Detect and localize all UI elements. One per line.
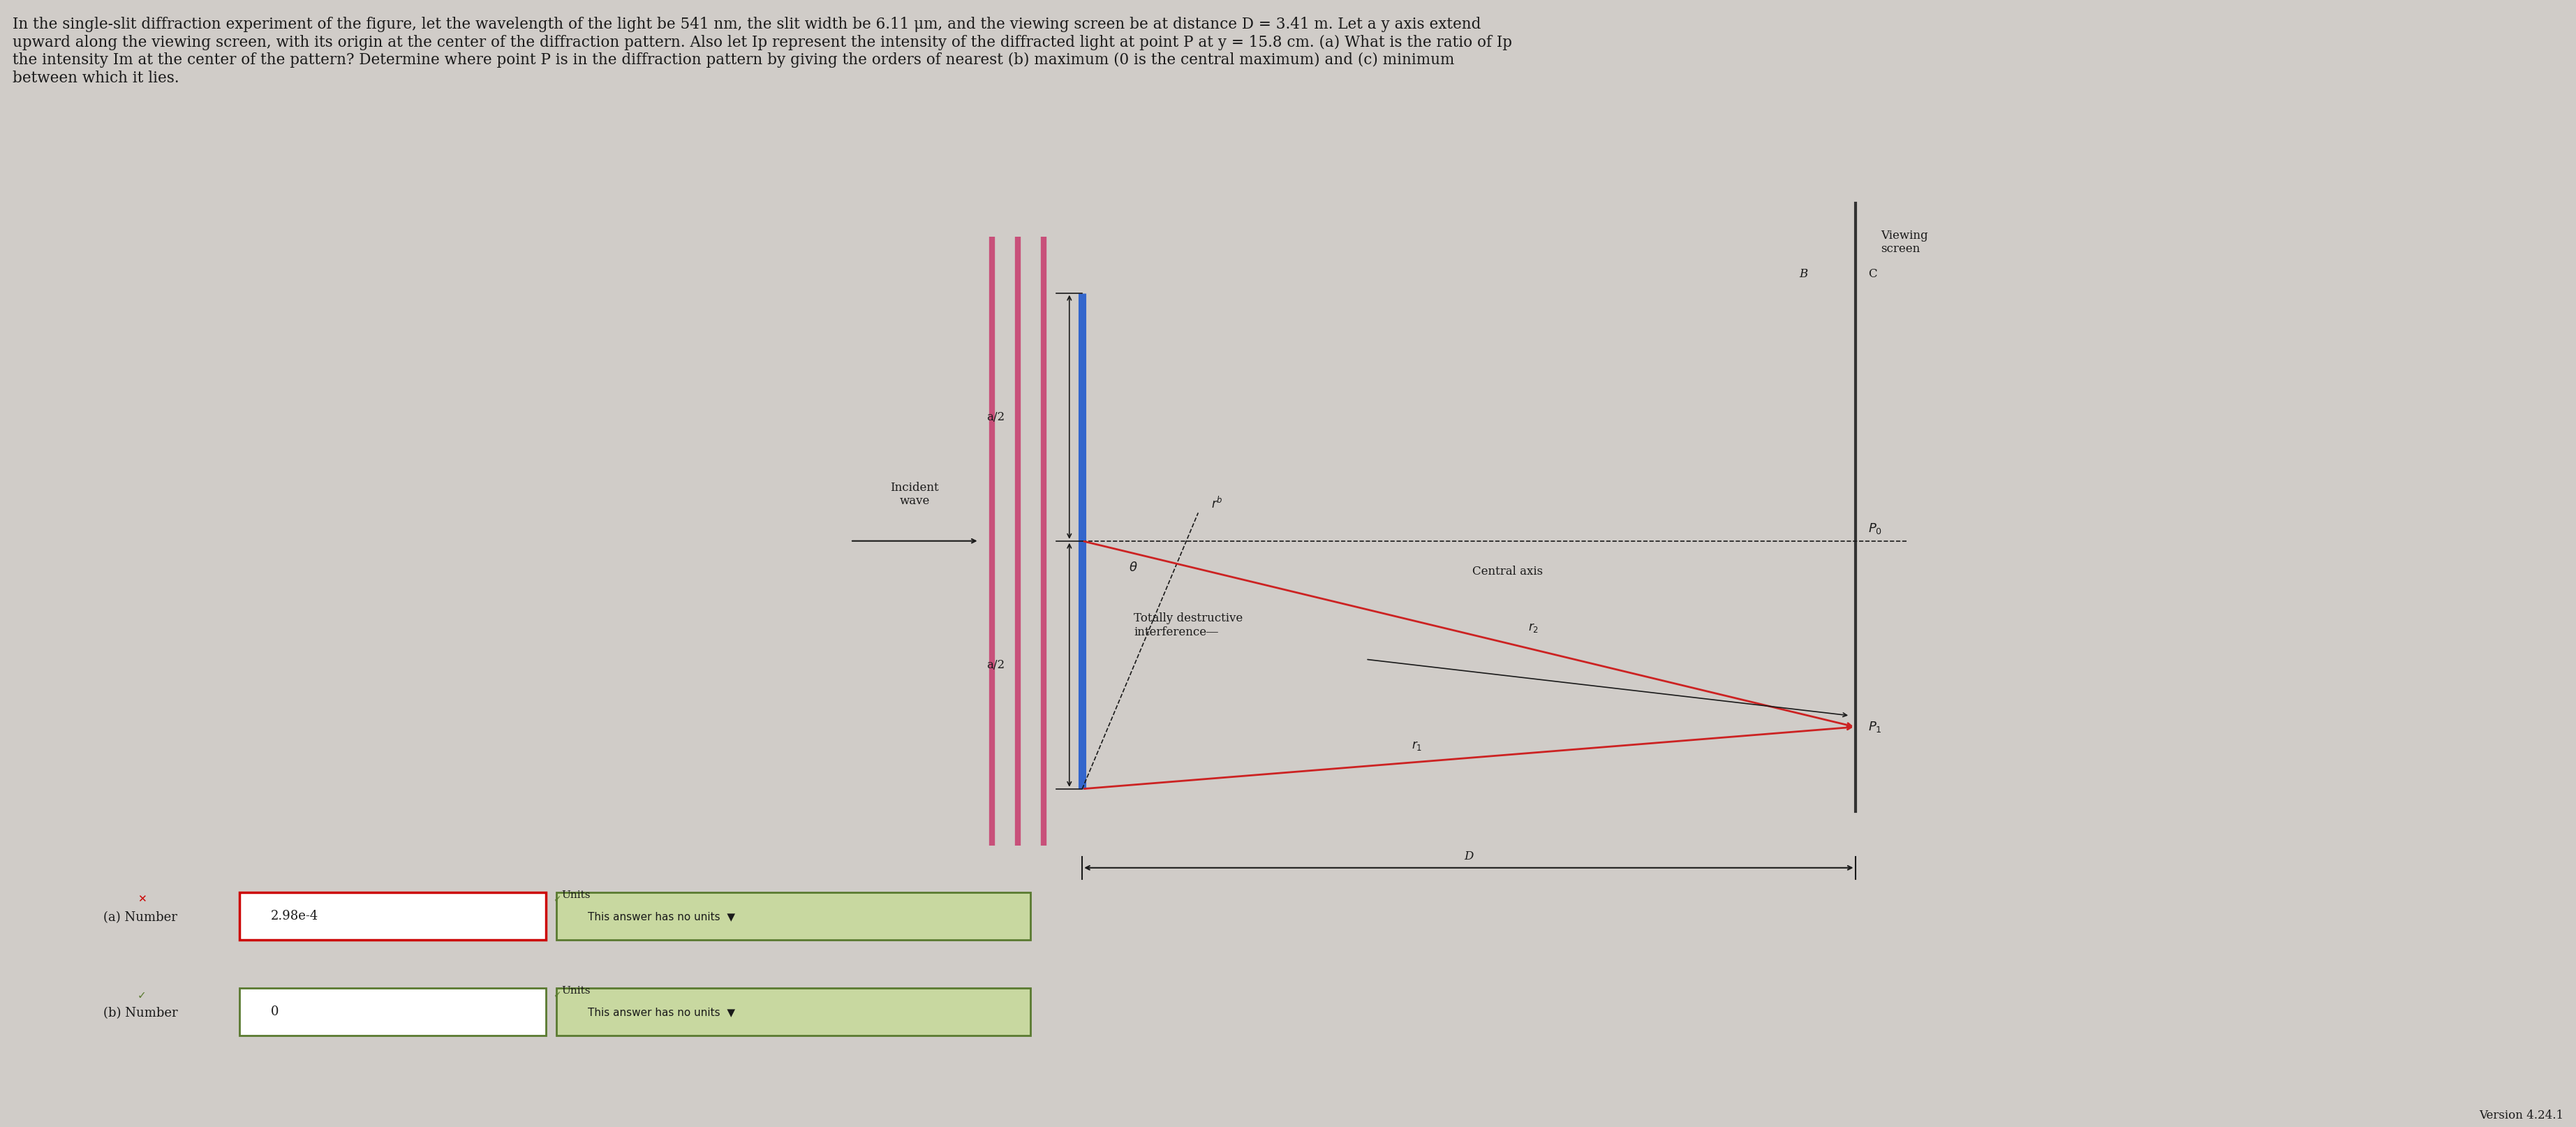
FancyBboxPatch shape — [556, 893, 1030, 940]
Text: Units: Units — [562, 986, 590, 996]
Text: In the single-slit diffraction experiment of the figure, let the wavelength of t: In the single-slit diffraction experimen… — [13, 17, 1512, 86]
Text: $r_2$: $r_2$ — [1528, 621, 1538, 633]
Text: ✓: ✓ — [554, 991, 562, 1000]
Text: Central axis: Central axis — [1471, 566, 1543, 578]
Text: This answer has no units  ▼: This answer has no units ▼ — [587, 1006, 734, 1018]
Text: $\theta$: $\theta$ — [1128, 561, 1136, 574]
Text: $r^b$: $r^b$ — [1211, 496, 1224, 512]
Text: C: C — [1868, 268, 1875, 281]
Text: B: B — [1798, 268, 1808, 281]
Text: Incident
wave: Incident wave — [891, 481, 938, 507]
Text: ✓: ✓ — [137, 990, 147, 1001]
Text: a/2: a/2 — [987, 411, 1005, 423]
Text: $P_1$: $P_1$ — [1868, 720, 1880, 734]
Text: (b) Number: (b) Number — [103, 1006, 178, 1020]
Text: $r_1$: $r_1$ — [1412, 739, 1422, 753]
Text: Viewing
screen: Viewing screen — [1880, 230, 1927, 255]
Text: Version 4.24.1: Version 4.24.1 — [2478, 1109, 2563, 1121]
Text: ✓: ✓ — [554, 895, 562, 904]
Text: 0: 0 — [270, 1005, 278, 1019]
Text: Units: Units — [562, 890, 590, 900]
Text: This answer has no units  ▼: This answer has no units ▼ — [587, 911, 734, 922]
Text: Totally destructive
interference―: Totally destructive interference― — [1133, 613, 1242, 638]
Text: ✕: ✕ — [137, 894, 147, 905]
Text: D: D — [1463, 850, 1473, 862]
FancyBboxPatch shape — [240, 988, 546, 1036]
Text: (a) Number: (a) Number — [103, 911, 178, 924]
Text: 2.98e-4: 2.98e-4 — [270, 909, 317, 923]
Text: a/2: a/2 — [987, 659, 1005, 671]
Text: $P_0$: $P_0$ — [1868, 522, 1880, 535]
FancyBboxPatch shape — [240, 893, 546, 940]
FancyBboxPatch shape — [556, 988, 1030, 1036]
